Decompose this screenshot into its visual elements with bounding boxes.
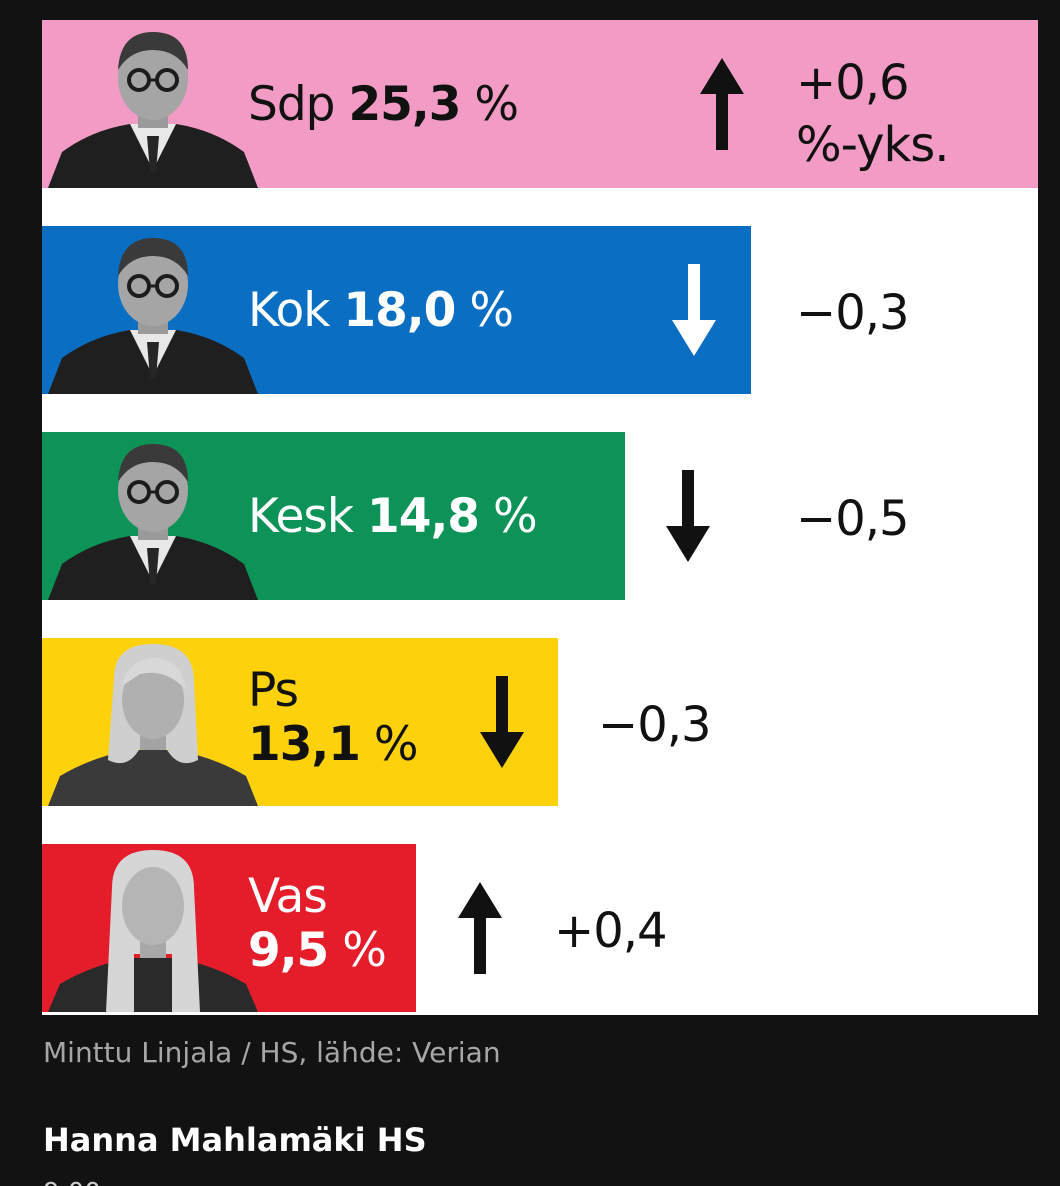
party-value: 18,0 % — [343, 283, 514, 338]
change-value: +0,6 — [796, 55, 910, 111]
change-value: +0,4 — [554, 903, 668, 959]
change-value: −0,3 — [598, 697, 712, 753]
bar-sdp: Sdp 25,3 % — [42, 20, 1038, 188]
bar-label: Ps 13,1 % — [248, 663, 419, 772]
leader-portrait — [48, 644, 258, 806]
party-name: Kok — [248, 283, 344, 338]
party-value: 25,3 % — [348, 77, 519, 132]
change-label: +0,4 — [554, 900, 668, 962]
party-name: Vas — [248, 869, 328, 924]
image-credit: Minttu Linjala / HS, lähde: Verian — [43, 1036, 501, 1069]
leader-portrait — [48, 444, 258, 600]
change-label: −0,3 — [796, 282, 910, 344]
change-unit: %-yks. — [796, 117, 950, 173]
leader-portrait — [48, 32, 258, 188]
change-value: −0,3 — [796, 285, 910, 341]
arrow-down-icon — [672, 264, 716, 356]
change-label: +0,6 %-yks. — [796, 52, 950, 176]
leader-portrait — [48, 850, 258, 1012]
party-name: Kesk — [248, 489, 368, 544]
arrow-up-icon — [458, 882, 502, 974]
leader-portrait — [48, 238, 258, 394]
party-name: Ps — [248, 663, 299, 718]
arrow-up-icon — [700, 58, 744, 150]
party-support-chart: Sdp 25,3 % +0,6 %-yks. Kok 18,0 % −0,3 Kesk 1… — [42, 20, 1038, 1015]
bar-label: Vas 9,5 % — [248, 869, 387, 978]
change-label: −0,5 — [796, 488, 910, 550]
party-value: 14,8 % — [367, 489, 538, 544]
party-name: Sdp — [248, 77, 349, 132]
arrow-down-icon — [666, 470, 710, 562]
arrow-down-icon — [480, 676, 524, 768]
bar-vas: Vas 9,5 % — [42, 844, 416, 1012]
bar-label: Kesk 14,8 % — [248, 493, 538, 540]
bar-ps: Ps 13,1 % — [42, 638, 558, 806]
change-value: −0,5 — [796, 491, 910, 547]
party-value: 13,1 % — [248, 717, 419, 772]
bar-kok: Kok 18,0 % — [42, 226, 751, 394]
bar-kesk: Kesk 14,8 % — [42, 432, 625, 600]
bar-label: Sdp 25,3 % — [248, 81, 519, 128]
publish-time: 9.00 — [43, 1178, 101, 1186]
change-label: −0,3 — [598, 694, 712, 756]
bar-label: Kok 18,0 % — [248, 287, 514, 334]
party-value: 9,5 % — [248, 923, 387, 978]
author-name[interactable]: Hanna Mahlamäki HS — [43, 1121, 427, 1159]
